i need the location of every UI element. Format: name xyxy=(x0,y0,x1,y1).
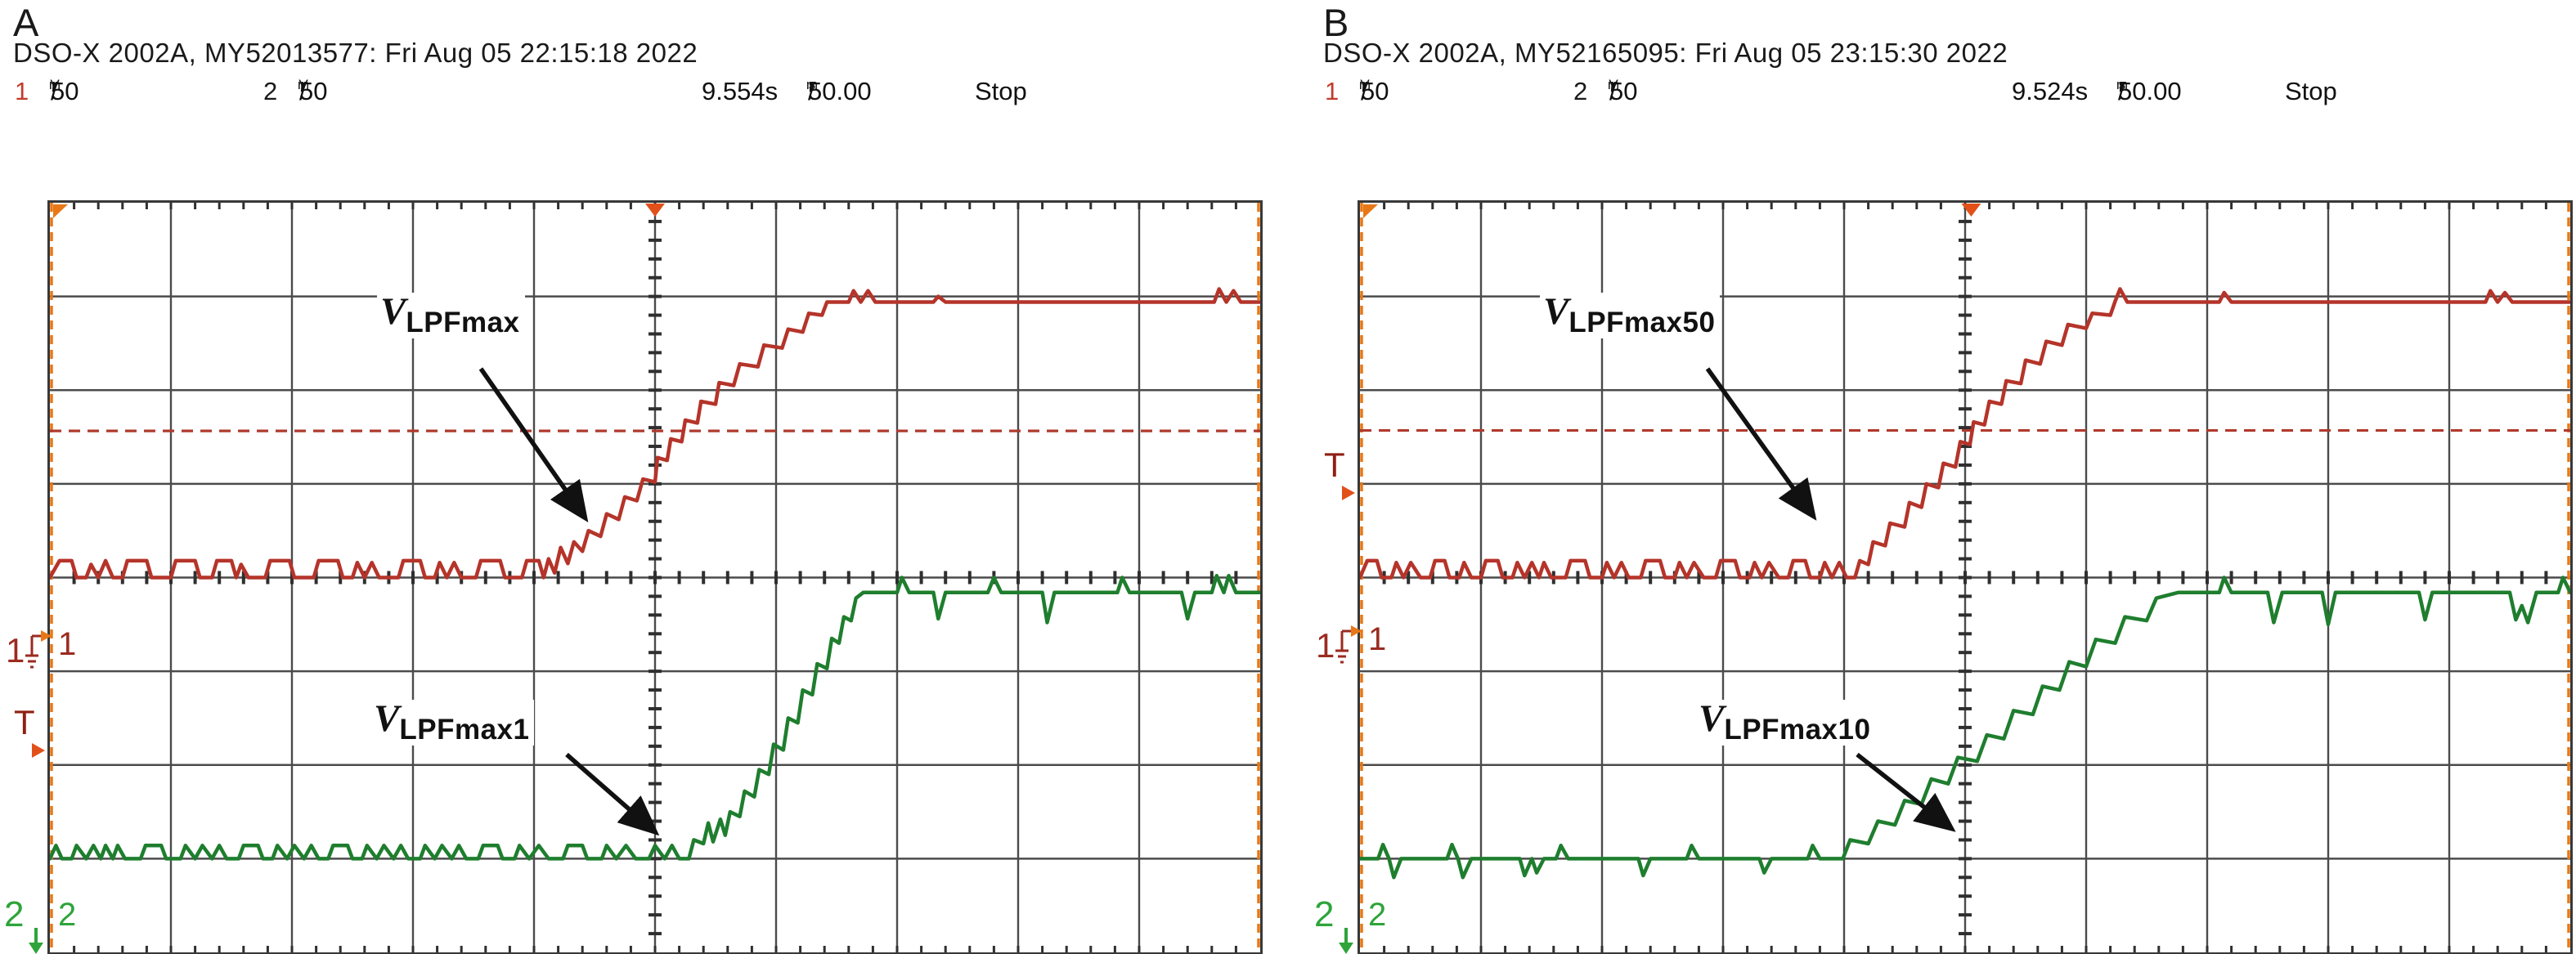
channel-inside-label: 2 xyxy=(1368,897,1387,933)
scope-grid: VLPFmax50 VLPFmax10 T 1 1 2 2 xyxy=(1314,200,2573,954)
trigger-position-marker: T xyxy=(1324,446,1355,500)
channel2-label: 2 xyxy=(4,894,25,934)
trigger-time-marker-icon xyxy=(1961,204,1981,217)
waveform-trace xyxy=(1360,287,2570,580)
scope-status-bar: 1 50 m V/ 2 50 m V/ 9.554s 50.00 m s / Stop xyxy=(15,77,1027,105)
waveform-trace xyxy=(50,573,1260,861)
waveform-label: VLPFmax10 xyxy=(1695,700,1876,746)
scope-status-bar: 1 50 m V/ 2 50 m V/ 9.524s 50.00 m s / Stop xyxy=(1325,77,2337,105)
annotation-arrow xyxy=(565,752,660,836)
panel-B: B DSO-X 2002A, MY52165095: Fri Aug 05 23… xyxy=(1310,0,2576,954)
panel-A: A DSO-X 2002A, MY52013577: Fri Aug 05 22… xyxy=(4,1,1263,954)
trigger-arrow-icon xyxy=(1342,486,1355,500)
scope-title: DSO-X 2002A, MY52165095: Fri Aug 05 23:1… xyxy=(1323,38,2008,68)
trigger-T-label: T xyxy=(1324,446,1345,484)
scope-grid: VLPFmax VLPFmax1 1 1 T 2 2 xyxy=(4,200,1263,954)
waveform-plot xyxy=(50,203,1260,952)
waveform-plot xyxy=(1360,203,2570,952)
status-ch1-number: 1 xyxy=(1325,77,1340,105)
waveform-label: VLPFmax1 xyxy=(370,700,535,746)
trigger-position-marker: T xyxy=(14,703,45,758)
trigger-arrow-icon xyxy=(32,743,45,758)
annotation-arrow xyxy=(478,367,589,523)
waveform-trace xyxy=(50,287,1260,580)
status-ch1-number: 1 xyxy=(15,77,29,105)
annotation-arrow xyxy=(1856,752,1956,832)
waveform-label: VLPFmax50 xyxy=(1540,293,1721,338)
annotation-arrow xyxy=(1705,367,1817,521)
arrow-down-icon xyxy=(1339,928,1353,954)
waveform-label: VLPFmax xyxy=(377,293,525,338)
ground-icon xyxy=(25,630,52,669)
status-delay-readout: 9.524s xyxy=(2012,77,2089,105)
window-corner-flag-icon xyxy=(53,204,68,218)
channel1-label: 1 xyxy=(6,631,25,670)
channel-inside-label: 2 xyxy=(58,897,77,933)
channel1-ground-marker: 1 xyxy=(6,626,52,675)
channel2-position-marker: 2 xyxy=(4,894,43,954)
channel2-label: 2 xyxy=(1314,894,1335,934)
status-delay-readout: 9.554s xyxy=(702,77,779,105)
status-acquisition-state: Stop xyxy=(975,77,1027,105)
channel-inside-label: 1 xyxy=(1368,621,1387,657)
status-ch2-number: 2 xyxy=(1573,77,1588,105)
trigger-T-label: T xyxy=(14,703,35,741)
status-ch2-number: 2 xyxy=(263,77,278,105)
status-acquisition-state: Stop xyxy=(2285,77,2337,105)
channel-inside-label: 1 xyxy=(58,626,77,662)
window-corner-flag-icon xyxy=(1363,204,1378,218)
trigger-time-marker-icon xyxy=(645,204,665,217)
channel1-ground-marker: 1 xyxy=(1316,621,1362,670)
channel2-position-marker: 2 xyxy=(1314,894,1353,954)
panel-letter: A xyxy=(13,1,39,44)
scope-title: DSO-X 2002A, MY52013577: Fri Aug 05 22:1… xyxy=(13,38,698,68)
waveform-trace xyxy=(1360,576,2570,880)
channel1-label: 1 xyxy=(1316,626,1335,665)
panel-letter: B xyxy=(1323,1,1349,44)
ground-icon xyxy=(1335,625,1362,664)
arrow-down-icon xyxy=(29,928,43,954)
